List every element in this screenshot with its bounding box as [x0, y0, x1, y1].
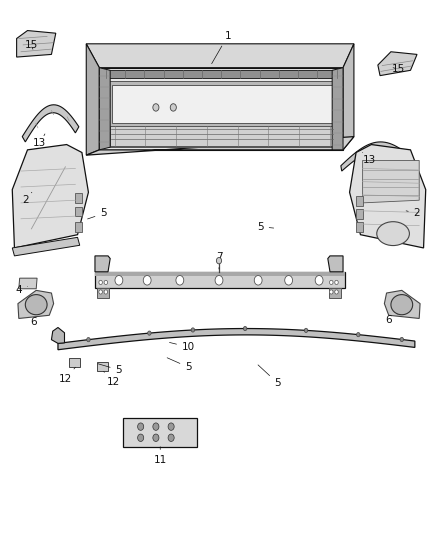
Text: 15: 15: [392, 64, 405, 74]
Text: 13: 13: [33, 134, 46, 149]
Text: 11: 11: [154, 447, 167, 465]
Polygon shape: [86, 44, 354, 68]
Circle shape: [254, 276, 262, 285]
Polygon shape: [123, 418, 197, 447]
Polygon shape: [97, 362, 108, 372]
Circle shape: [138, 423, 144, 430]
Polygon shape: [356, 222, 363, 232]
Circle shape: [170, 104, 177, 111]
Polygon shape: [385, 290, 420, 318]
Text: 7: 7: [215, 252, 223, 269]
Polygon shape: [328, 256, 343, 272]
Polygon shape: [110, 126, 334, 146]
Text: 6: 6: [31, 312, 37, 327]
Text: 5: 5: [88, 208, 107, 219]
Text: 5: 5: [257, 222, 274, 232]
Polygon shape: [106, 81, 339, 147]
Polygon shape: [75, 193, 82, 203]
Circle shape: [335, 280, 338, 285]
Polygon shape: [58, 328, 415, 350]
Circle shape: [304, 328, 308, 333]
Circle shape: [315, 276, 323, 285]
Text: 10: 10: [170, 342, 195, 352]
Circle shape: [285, 276, 293, 285]
Polygon shape: [12, 237, 80, 256]
Polygon shape: [86, 136, 354, 155]
Polygon shape: [99, 68, 343, 150]
Text: 5: 5: [258, 365, 281, 388]
Polygon shape: [75, 207, 82, 216]
Polygon shape: [356, 209, 363, 219]
Polygon shape: [378, 52, 417, 76]
Text: 5: 5: [167, 358, 192, 372]
Circle shape: [357, 333, 360, 337]
Polygon shape: [328, 288, 341, 298]
Circle shape: [400, 337, 403, 342]
Circle shape: [99, 280, 102, 285]
Text: 6: 6: [385, 312, 399, 325]
Text: 15: 15: [25, 40, 38, 50]
Polygon shape: [22, 105, 79, 142]
Text: 12: 12: [59, 367, 75, 384]
Polygon shape: [332, 68, 343, 150]
Circle shape: [153, 423, 159, 430]
Circle shape: [168, 423, 174, 430]
Polygon shape: [51, 327, 64, 343]
Text: 4: 4: [15, 285, 28, 295]
Polygon shape: [343, 44, 354, 150]
Circle shape: [143, 276, 151, 285]
Circle shape: [148, 331, 151, 335]
Polygon shape: [363, 160, 419, 203]
Text: 2: 2: [22, 192, 32, 205]
Text: 13: 13: [363, 152, 376, 165]
Polygon shape: [102, 70, 341, 78]
Circle shape: [104, 280, 108, 285]
Polygon shape: [95, 272, 345, 288]
Polygon shape: [113, 85, 332, 123]
Polygon shape: [97, 288, 110, 298]
Circle shape: [115, 276, 123, 285]
Circle shape: [138, 434, 144, 441]
Polygon shape: [69, 358, 80, 367]
Circle shape: [104, 290, 108, 294]
Polygon shape: [18, 290, 53, 318]
Polygon shape: [99, 68, 110, 150]
Circle shape: [215, 276, 223, 285]
Ellipse shape: [377, 222, 410, 246]
Circle shape: [216, 257, 222, 264]
Polygon shape: [356, 196, 363, 206]
Polygon shape: [95, 256, 110, 272]
Polygon shape: [95, 272, 345, 276]
Polygon shape: [86, 44, 99, 155]
Circle shape: [153, 434, 159, 441]
Text: 2: 2: [406, 208, 420, 219]
Circle shape: [87, 337, 90, 342]
Circle shape: [329, 290, 333, 294]
Ellipse shape: [391, 295, 413, 315]
Polygon shape: [350, 144, 426, 248]
Text: 12: 12: [104, 372, 120, 387]
Text: 1: 1: [212, 31, 231, 63]
Circle shape: [244, 326, 247, 330]
Polygon shape: [19, 278, 37, 289]
Circle shape: [153, 104, 159, 111]
Polygon shape: [341, 142, 408, 171]
Circle shape: [329, 280, 333, 285]
Circle shape: [99, 290, 102, 294]
Polygon shape: [75, 222, 82, 232]
Text: 5: 5: [98, 364, 122, 375]
Circle shape: [176, 276, 184, 285]
Circle shape: [335, 290, 338, 294]
Ellipse shape: [25, 295, 47, 315]
Circle shape: [168, 434, 174, 441]
Circle shape: [191, 328, 194, 332]
Polygon shape: [17, 30, 56, 57]
Polygon shape: [12, 144, 88, 248]
